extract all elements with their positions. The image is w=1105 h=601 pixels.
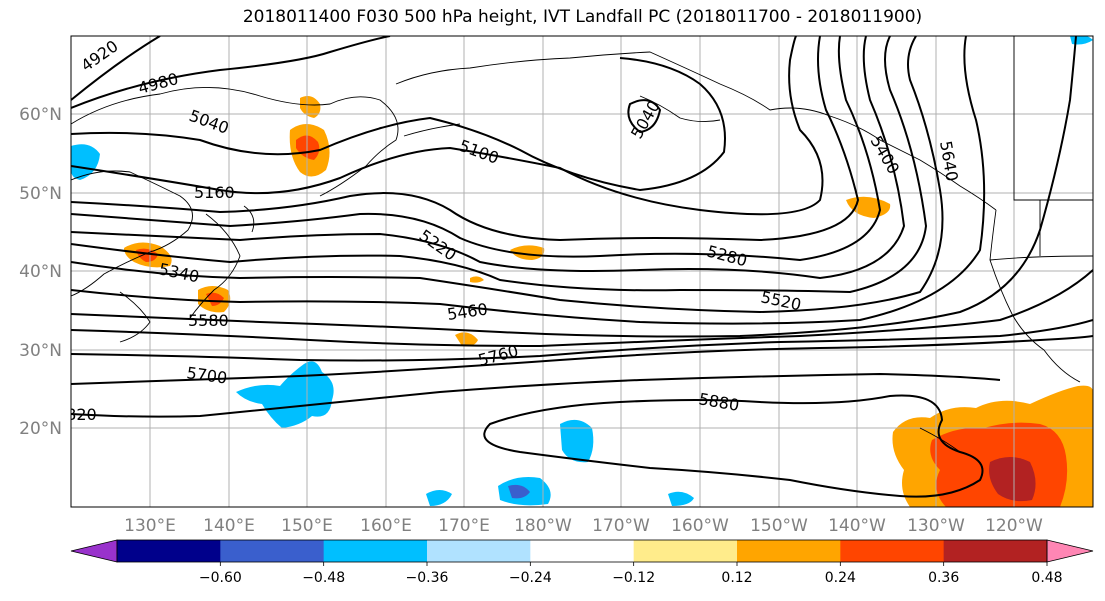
colorbar-tick-label: 0.48 — [1031, 570, 1062, 586]
lon-label: 140°W — [828, 516, 886, 536]
longitude-labels: 130°E 140°E 150°E 160°E 170°E 180°W 170°… — [124, 516, 1043, 536]
colorbar-tick-label: 0.12 — [721, 570, 752, 586]
lat-label: 20°N — [19, 419, 62, 439]
colorbar-tick-label: −0.48 — [302, 570, 345, 586]
colorbar-frame — [116, 539, 1048, 563]
colorbar-tick-label: 0.36 — [928, 570, 959, 586]
lon-label: 150°E — [281, 516, 333, 536]
colorbar-tick-label: −0.12 — [612, 570, 655, 586]
colorbar-segment — [427, 540, 531, 562]
lat-label: 50°N — [19, 184, 62, 204]
lon-label: 160°E — [360, 516, 412, 536]
colorbar-segment — [323, 540, 428, 562]
map-title: 2018011400 F030 500 hPa height, IVT Land… — [242, 7, 923, 27]
contour-label: 5580 — [188, 311, 229, 330]
colorbar-extend-low — [70, 539, 118, 563]
colorbar-segment — [117, 540, 221, 562]
latitude-labels: 60°N 50°N 40°N 30°N 20°N — [19, 105, 62, 439]
lon-label: 120°W — [985, 516, 1043, 536]
map-frame — [70, 35, 1094, 508]
colorbar-segment — [840, 540, 945, 562]
lon-label: 170°E — [438, 516, 490, 536]
colorbar-segment — [530, 540, 635, 562]
lon-label: 140°E — [203, 516, 255, 536]
colorbar-segment — [943, 540, 1048, 562]
lon-label: 130°W — [907, 516, 965, 536]
colorbar-tick-label: −0.60 — [199, 570, 242, 586]
lon-label: 160°W — [671, 516, 729, 536]
colorbar-tick-label: 0.24 — [825, 570, 856, 586]
contour-label: 5160 — [194, 183, 235, 202]
lat-label: 60°N — [19, 105, 62, 125]
colorbar-tick-label: −0.24 — [509, 570, 552, 586]
lon-label: 180°W — [514, 516, 572, 536]
height-contours — [71, 36, 1093, 498]
colorbar-tick-label: −0.36 — [406, 570, 449, 586]
lon-label: 150°W — [750, 516, 808, 536]
colorbar: −0.60 −0.48 −0.36 −0.24 −0.12 0.12 0.24 0.36 0.4… — [70, 539, 1094, 586]
colorbar-segment — [737, 540, 841, 562]
colorbar-segment — [633, 540, 738, 562]
colorbar-extend-high — [1046, 539, 1094, 563]
lon-label: 170°W — [592, 516, 650, 536]
lat-label: 40°N — [19, 262, 62, 282]
coastlines — [71, 36, 1093, 453]
lon-label: 130°E — [124, 516, 176, 536]
colorbar-segment — [220, 540, 325, 562]
lat-label: 30°N — [19, 341, 62, 361]
contour-label: 5820 — [56, 405, 97, 424]
